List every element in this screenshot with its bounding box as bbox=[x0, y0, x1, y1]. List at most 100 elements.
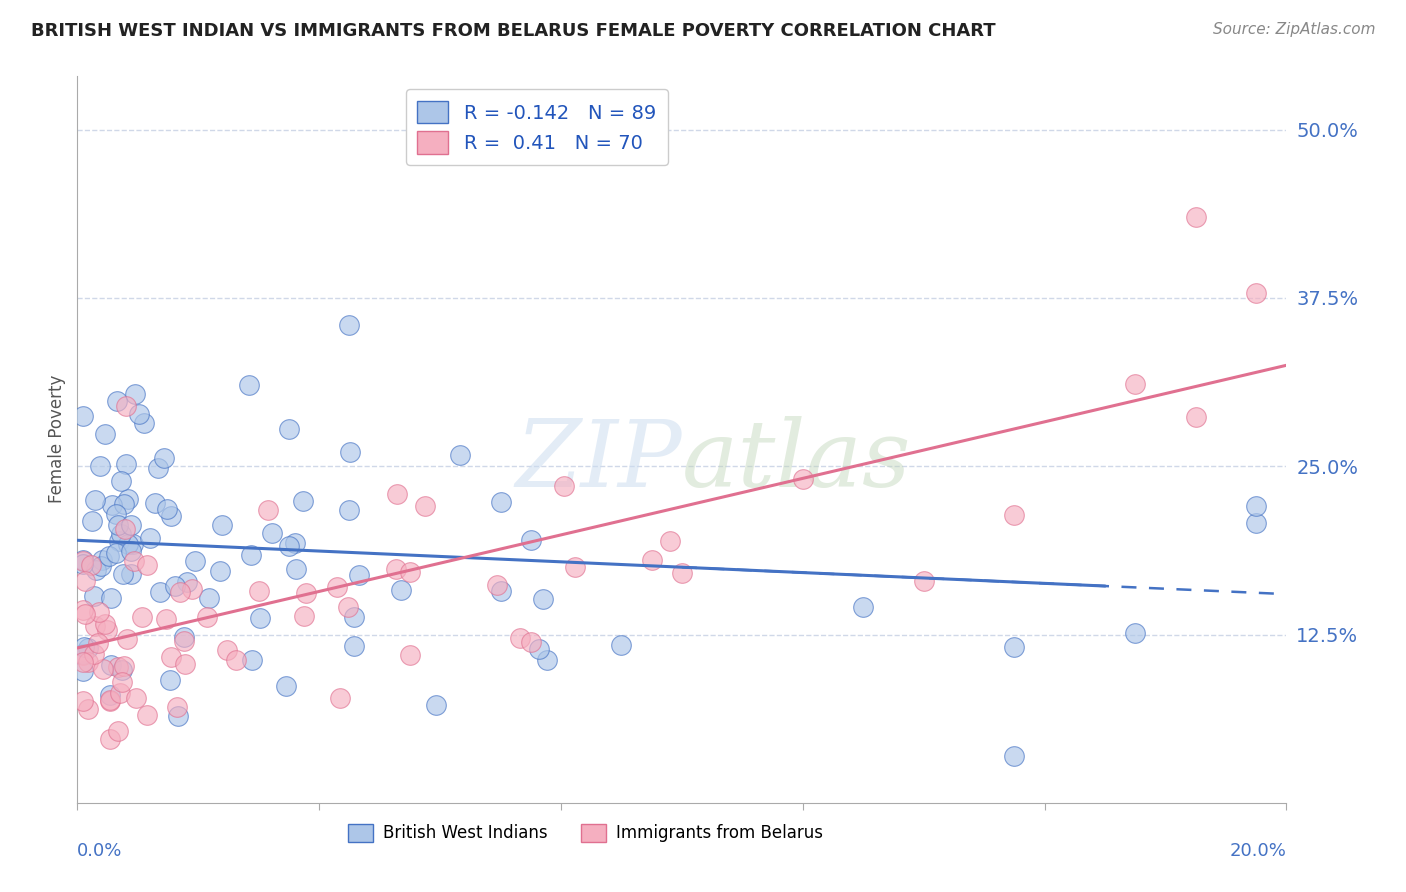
Point bbox=[240, 652, 263, 666]
Point bbox=[72, 603, 94, 617]
Point bbox=[108, 686, 131, 700]
Point bbox=[98, 693, 121, 707]
Point bbox=[146, 461, 169, 475]
Point bbox=[87, 605, 110, 619]
Point bbox=[114, 399, 136, 413]
Point bbox=[155, 612, 177, 626]
Point bbox=[110, 474, 132, 488]
Point bbox=[107, 518, 129, 533]
Point bbox=[399, 565, 422, 579]
Point bbox=[1246, 286, 1268, 301]
Point bbox=[174, 657, 197, 671]
Point bbox=[184, 554, 207, 568]
Point bbox=[347, 567, 370, 582]
Point bbox=[124, 691, 146, 706]
Point bbox=[249, 611, 271, 625]
Point bbox=[491, 583, 513, 598]
Point bbox=[100, 591, 122, 606]
Point bbox=[73, 574, 96, 589]
Point bbox=[912, 574, 935, 589]
Point bbox=[72, 557, 94, 571]
Point bbox=[533, 591, 555, 606]
Point bbox=[114, 522, 136, 536]
Point bbox=[610, 638, 633, 652]
Point bbox=[792, 472, 814, 486]
Point bbox=[105, 394, 128, 409]
Point bbox=[257, 502, 280, 516]
Point bbox=[100, 657, 122, 672]
Point bbox=[173, 630, 195, 644]
Point bbox=[128, 407, 150, 421]
Point bbox=[641, 553, 664, 567]
Point bbox=[564, 560, 586, 574]
Point bbox=[485, 578, 508, 592]
Point bbox=[292, 609, 315, 624]
Point bbox=[108, 533, 131, 548]
Point bbox=[112, 497, 135, 511]
Point bbox=[274, 679, 297, 693]
Point bbox=[1004, 640, 1026, 654]
Point bbox=[111, 675, 134, 690]
Point bbox=[96, 623, 118, 637]
Point bbox=[1246, 516, 1268, 530]
Text: ZIP: ZIP bbox=[515, 417, 682, 506]
Point bbox=[852, 600, 875, 615]
Point bbox=[389, 583, 412, 598]
Point bbox=[83, 493, 105, 508]
Point bbox=[339, 445, 361, 459]
Point bbox=[337, 503, 360, 517]
Point bbox=[167, 709, 190, 723]
Point bbox=[278, 540, 301, 554]
Point bbox=[72, 409, 94, 423]
Point bbox=[326, 580, 349, 594]
Point bbox=[449, 448, 471, 462]
Point bbox=[195, 610, 218, 624]
Point bbox=[1123, 626, 1146, 640]
Point bbox=[337, 599, 360, 614]
Point bbox=[77, 656, 100, 670]
Point bbox=[120, 544, 142, 558]
Point bbox=[387, 487, 409, 501]
Point bbox=[159, 509, 181, 524]
Point bbox=[295, 585, 318, 599]
Point bbox=[90, 559, 112, 574]
Point bbox=[1004, 508, 1026, 522]
Point bbox=[91, 553, 114, 567]
Point bbox=[93, 426, 115, 441]
Point bbox=[143, 496, 166, 510]
Point bbox=[215, 643, 238, 657]
Point bbox=[94, 616, 117, 631]
Point bbox=[1004, 748, 1026, 763]
Point bbox=[173, 634, 195, 648]
Point bbox=[72, 647, 94, 661]
Point bbox=[292, 494, 315, 508]
Point bbox=[104, 508, 127, 522]
Point bbox=[100, 694, 122, 708]
Point bbox=[107, 660, 129, 674]
Point bbox=[112, 567, 135, 582]
Point bbox=[117, 492, 139, 507]
Y-axis label: Female Poverty: Female Poverty bbox=[48, 376, 66, 503]
Text: 20.0%: 20.0% bbox=[1230, 842, 1286, 860]
Point bbox=[159, 673, 181, 687]
Point bbox=[101, 498, 124, 512]
Point bbox=[176, 575, 198, 590]
Point bbox=[165, 579, 187, 593]
Point bbox=[72, 693, 94, 707]
Point bbox=[149, 585, 172, 599]
Point bbox=[553, 479, 575, 493]
Point bbox=[181, 582, 204, 596]
Point bbox=[208, 564, 231, 578]
Point bbox=[72, 648, 94, 663]
Point bbox=[658, 533, 681, 548]
Point bbox=[132, 416, 155, 430]
Point bbox=[1184, 210, 1206, 224]
Point bbox=[1184, 410, 1206, 425]
Point bbox=[100, 689, 122, 703]
Text: atlas: atlas bbox=[682, 417, 911, 506]
Point bbox=[72, 664, 94, 678]
Point bbox=[86, 563, 108, 577]
Point bbox=[83, 590, 105, 604]
Point bbox=[131, 610, 153, 624]
Point bbox=[72, 655, 94, 669]
